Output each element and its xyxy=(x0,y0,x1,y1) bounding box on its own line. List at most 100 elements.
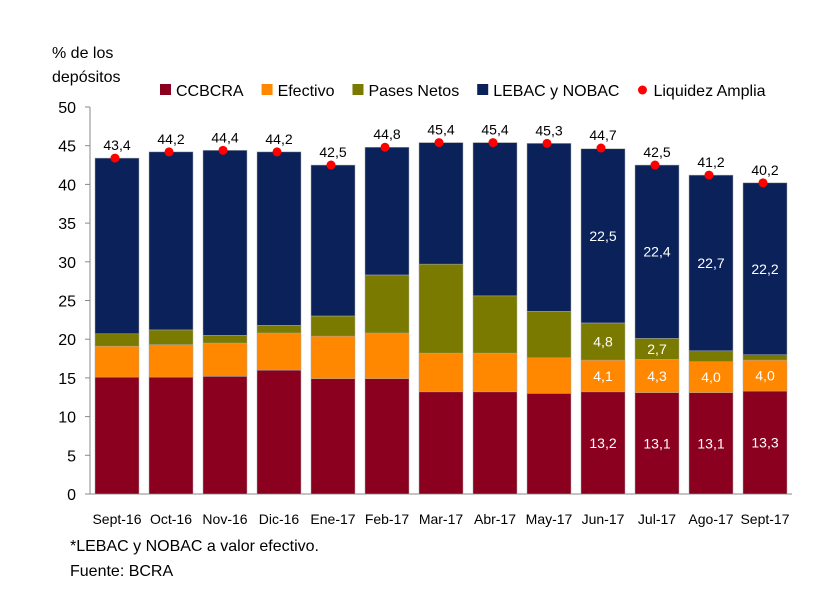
liquidez-point xyxy=(272,147,282,157)
liquidez-point xyxy=(326,160,336,170)
x-tick-label: Dic-16 xyxy=(259,511,300,527)
x-tick-label: Ene-17 xyxy=(310,511,355,527)
bar-efectivo xyxy=(688,361,734,393)
bar-ccbcra xyxy=(202,376,248,495)
x-tick-label: Ago-17 xyxy=(688,511,733,527)
x-tick-label: Feb-17 xyxy=(365,511,410,527)
stacked-bar-chart: % de los depósitos 0 5 10 15 20 25 30 35 40 45 50 Sep… xyxy=(52,45,792,527)
liquidez-label: 41,2 xyxy=(697,154,724,170)
y-axis-label: % de los xyxy=(52,45,113,62)
legend-swatch xyxy=(352,84,364,95)
liquidez-point xyxy=(218,145,228,155)
legend-label: Pases Netos xyxy=(368,83,459,100)
bar-lebac-y-nobac xyxy=(634,164,680,339)
bar-pases-netos xyxy=(364,274,410,334)
liquidez-label: 44,7 xyxy=(589,127,616,143)
liquidez-label: 45,4 xyxy=(481,122,508,138)
bar-efectivo xyxy=(580,359,626,393)
legend-label: CCBCRA xyxy=(176,83,244,100)
bar-pases-netos xyxy=(580,322,626,361)
liquidez-point xyxy=(596,143,606,153)
data-label: 13,1 xyxy=(697,435,724,451)
data-label: 13,1 xyxy=(643,435,670,451)
legend-swatch xyxy=(160,84,171,95)
y-tick-label: 15 xyxy=(58,371,76,388)
liquidez-label: 43,4 xyxy=(103,137,130,153)
data-label: 4,0 xyxy=(701,369,721,385)
bar-efectivo xyxy=(256,332,302,371)
bar-pases-netos xyxy=(526,311,572,359)
data-label: 4,1 xyxy=(593,368,613,384)
data-label: 13,2 xyxy=(589,435,616,451)
x-tick-label: Mar-17 xyxy=(419,511,464,527)
bar-lebac-y-nobac xyxy=(256,151,302,326)
legend-label: Efectivo xyxy=(278,83,335,100)
bar-lebac-y-nobac xyxy=(472,142,518,297)
bar-efectivo xyxy=(418,352,464,393)
liquidez-label: 42,5 xyxy=(643,144,670,160)
liquidez-point xyxy=(758,178,768,188)
x-tick-label: Abr-17 xyxy=(474,511,516,527)
data-label: 22,2 xyxy=(751,261,778,277)
data-label: 13,3 xyxy=(751,435,778,451)
y-tick-label: 35 xyxy=(58,216,76,233)
bar-efectivo xyxy=(472,352,518,393)
liquidez-label: 45,3 xyxy=(535,122,562,138)
liquidez-label: 44,4 xyxy=(211,129,238,145)
bar-lebac-y-nobac xyxy=(148,151,194,331)
liquidez-point xyxy=(110,153,120,163)
bar-efectivo xyxy=(310,335,356,379)
source: Fuente: BCRA xyxy=(70,563,174,580)
y-tick-label: 20 xyxy=(58,332,76,349)
bar-efectivo xyxy=(526,357,572,394)
y-tick-label: 0 xyxy=(67,487,76,504)
y-tick-label: 25 xyxy=(58,294,76,311)
bar-pases-netos xyxy=(688,350,734,362)
bar-lebac-y-nobac xyxy=(310,164,356,317)
liquidez-label: 44,2 xyxy=(157,131,184,147)
y-tick-label: 30 xyxy=(58,255,76,272)
bar-lebac-y-nobac xyxy=(580,148,626,324)
bar-ccbcra xyxy=(580,391,626,495)
bar-ccbcra xyxy=(148,376,194,495)
y-tick-label: 10 xyxy=(58,410,76,427)
bar-efectivo xyxy=(148,344,194,378)
bar-pases-netos xyxy=(256,325,302,334)
bar-pases-netos xyxy=(310,315,356,337)
x-tick-label: Sept-16 xyxy=(92,511,141,527)
bar-lebac-y-nobac xyxy=(688,174,734,352)
data-label: 22,5 xyxy=(589,228,616,244)
liquidez-point xyxy=(704,170,714,180)
bar-lebac-y-nobac xyxy=(418,142,464,265)
legend-swatch xyxy=(637,85,647,95)
data-label: 2,7 xyxy=(647,341,667,357)
x-tick-label: Sept-17 xyxy=(740,511,789,527)
bar-ccbcra xyxy=(364,378,410,495)
bar-pases-netos xyxy=(472,295,518,354)
liquidez-label: 45,4 xyxy=(427,122,454,138)
liquidez-label: 44,2 xyxy=(265,131,292,147)
legend-swatch xyxy=(261,84,273,95)
x-tick-label: May-17 xyxy=(526,511,573,527)
liquidez-point xyxy=(164,147,174,157)
bar-lebac-y-nobac xyxy=(94,157,140,335)
bar-pases-netos xyxy=(94,333,140,347)
bar-ccbcra xyxy=(742,390,788,495)
y-tick-label: 5 xyxy=(67,448,76,465)
bar-lebac-y-nobac xyxy=(364,146,410,276)
legend-label: LEBAC y NOBAC xyxy=(493,83,619,100)
bar-pases-netos xyxy=(418,263,464,354)
data-label: 22,7 xyxy=(697,255,724,271)
y-tick-label: 40 xyxy=(58,177,76,194)
bar-ccbcra xyxy=(256,369,302,495)
x-tick-label: Oct-16 xyxy=(150,511,192,527)
bar-efectivo xyxy=(742,359,788,392)
bar-lebac-y-nobac xyxy=(526,143,572,312)
data-label: 4,3 xyxy=(647,368,667,384)
bar-ccbcra xyxy=(688,392,734,495)
bar-ccbcra xyxy=(94,376,140,495)
bar-ccbcra xyxy=(526,393,572,495)
liquidez-point xyxy=(650,160,660,170)
liquidez-point xyxy=(542,138,552,148)
x-tick-label: Nov-16 xyxy=(202,511,247,527)
